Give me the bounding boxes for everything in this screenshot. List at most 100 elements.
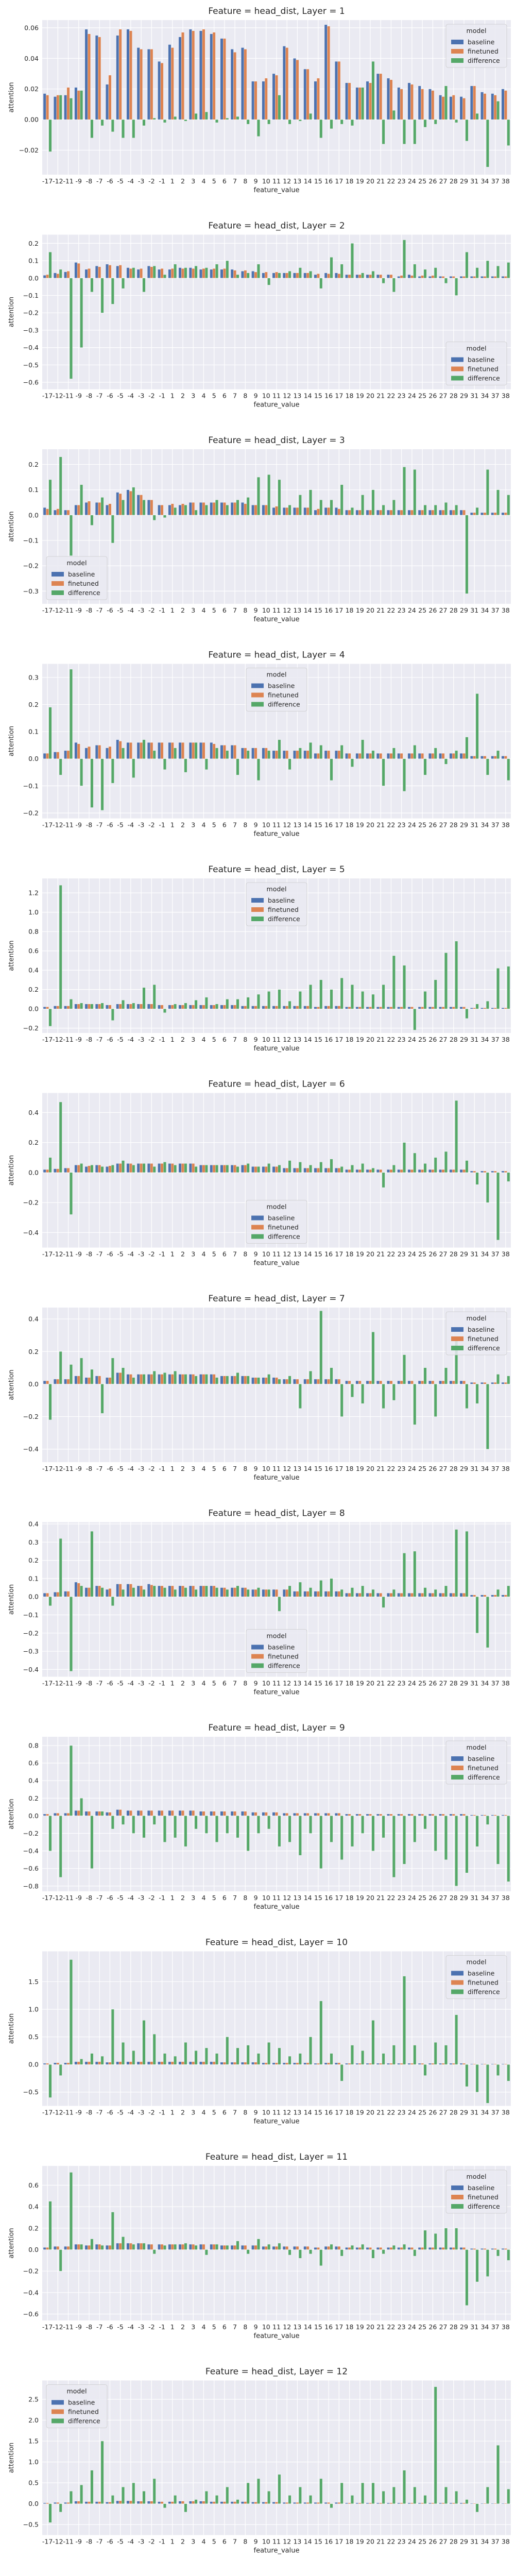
- bar-baseline: [428, 1169, 432, 1173]
- x-tick-label: -7: [96, 177, 102, 185]
- bar-baseline: [199, 2061, 202, 2065]
- x-tick-label: 29: [460, 2538, 468, 2546]
- x-tick-label: 29: [460, 392, 468, 400]
- bar-difference: [507, 2489, 510, 2504]
- y-tick-label: −0.2: [23, 1629, 39, 1637]
- bar-baseline: [43, 1814, 46, 1816]
- bar-difference: [236, 1585, 239, 1597]
- bar-baseline: [355, 2502, 359, 2504]
- bar-finetuned: [244, 270, 247, 278]
- x-tick-label: 38: [502, 606, 510, 614]
- bar-difference: [194, 1000, 198, 1009]
- bar-finetuned: [264, 1589, 268, 1597]
- x-tick-label: 16: [324, 1680, 333, 1687]
- bar-finetuned: [46, 1380, 49, 1384]
- bar-finetuned: [140, 2061, 143, 2065]
- x-tick-label: 11: [272, 392, 281, 400]
- bar-baseline: [116, 1163, 119, 1173]
- bar-finetuned: [317, 2247, 320, 2250]
- legend-box: [246, 1629, 307, 1673]
- x-tick-label: 7: [233, 606, 237, 614]
- x-tick-label: 19: [356, 1894, 364, 1902]
- bar-finetuned: [431, 2063, 435, 2065]
- bar-finetuned: [98, 266, 101, 278]
- bar-finetuned: [244, 1376, 247, 1384]
- y-tick-label: −0.6: [23, 379, 39, 386]
- bar-baseline: [262, 2062, 265, 2065]
- bar-finetuned: [441, 1380, 445, 1384]
- bar-finetuned: [233, 2062, 236, 2065]
- x-tick-label: 6: [222, 2538, 227, 2546]
- y-tick-label: 1.0: [28, 2006, 39, 2013]
- bar-baseline: [428, 2502, 432, 2504]
- bar-difference: [392, 955, 396, 1009]
- x-tick-label: 5: [212, 392, 216, 400]
- bar-difference: [507, 1376, 510, 1384]
- bar-finetuned: [462, 1007, 466, 1009]
- x-tick-label: 24: [408, 1465, 416, 1472]
- bar-difference: [204, 1374, 208, 1384]
- bar-baseline: [188, 742, 192, 759]
- bar-difference: [48, 707, 52, 759]
- bar-baseline: [501, 1171, 505, 1173]
- bar-finetuned: [233, 2501, 236, 2504]
- bar-baseline: [116, 1584, 119, 1597]
- x-tick-label: 21: [376, 1036, 385, 1043]
- bar-baseline: [459, 1380, 463, 1384]
- bar-difference: [340, 2064, 344, 2081]
- bar-baseline: [439, 1007, 442, 1009]
- bar-baseline: [188, 267, 192, 278]
- bar-baseline: [178, 2501, 182, 2504]
- bar-baseline: [43, 753, 46, 759]
- bar-finetuned: [192, 2501, 195, 2504]
- bar-finetuned: [129, 1163, 132, 1173]
- bar-baseline: [126, 2500, 130, 2504]
- bar-difference: [111, 1008, 114, 1021]
- bar-finetuned: [264, 2246, 268, 2250]
- bar-difference: [361, 87, 365, 120]
- bar-finetuned: [410, 2247, 414, 2250]
- bar-finetuned: [150, 266, 153, 278]
- bar-difference: [174, 264, 177, 278]
- legend-label-finetuned: finetuned: [468, 47, 499, 55]
- bar-finetuned: [296, 1006, 299, 1009]
- bar-baseline: [459, 2247, 463, 2250]
- bar-difference: [236, 500, 239, 516]
- x-tick-label: 38: [502, 1036, 510, 1043]
- bar-baseline: [178, 1810, 182, 1816]
- bar-difference: [226, 505, 229, 516]
- x-tick-label: -12: [53, 2538, 63, 2546]
- bar-difference: [455, 505, 458, 516]
- bar-baseline: [220, 269, 224, 278]
- bar-finetuned: [327, 2246, 330, 2250]
- bar-difference: [361, 495, 365, 516]
- x-tick-label: 11: [272, 606, 281, 614]
- bar-finetuned: [317, 509, 320, 516]
- bar-baseline: [418, 1007, 421, 1009]
- bar-finetuned: [462, 510, 466, 516]
- bar-baseline: [470, 2503, 473, 2504]
- bar-baseline: [407, 1592, 411, 1597]
- x-tick-label: 4: [201, 1036, 205, 1043]
- x-tick-label: -11: [63, 1894, 73, 1902]
- bar-baseline: [314, 2502, 317, 2504]
- legend-label-finetuned: finetuned: [468, 365, 499, 373]
- bar-finetuned: [452, 753, 455, 759]
- bar-difference: [267, 991, 271, 1009]
- bar-finetuned: [77, 1376, 80, 1384]
- bar-finetuned: [66, 2502, 70, 2504]
- bar-baseline: [74, 2061, 78, 2065]
- bar-finetuned: [306, 507, 310, 516]
- bar-baseline: [418, 86, 421, 120]
- bar-baseline: [220, 1005, 224, 1009]
- bar-finetuned: [254, 1589, 258, 1597]
- legend-label-difference: difference: [268, 701, 300, 708]
- bar-baseline: [480, 1171, 484, 1173]
- x-tick-label: 1: [170, 1250, 175, 1258]
- bar-finetuned: [77, 90, 80, 120]
- x-tick-label: 13: [293, 1036, 301, 1043]
- bar-difference: [278, 2243, 281, 2250]
- y-tick-label: −0.1: [23, 292, 39, 299]
- x-tick-label: 14: [304, 1036, 312, 1043]
- bar-baseline: [116, 2243, 119, 2250]
